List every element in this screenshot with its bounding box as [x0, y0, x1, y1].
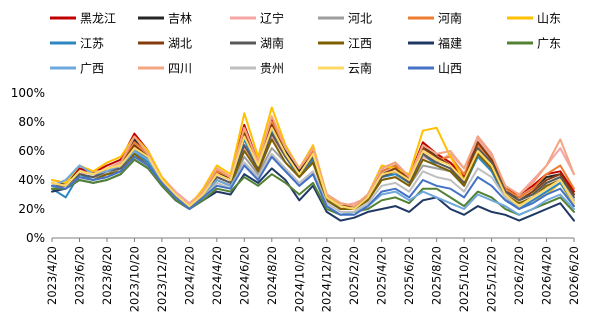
y-tick-label: 20%: [18, 202, 45, 216]
x-tick-label: 2025/6/20: [402, 246, 416, 305]
legend-label: 广东: [537, 37, 561, 51]
x-tick-label: 2025/2/20: [347, 246, 361, 305]
x-tick-label: 2025/4/20: [375, 246, 389, 305]
series-line: [51, 155, 575, 216]
y-tick-label: 60%: [18, 144, 45, 158]
x-tick-label: 2024/8/20: [265, 246, 279, 305]
legend-label: 黑龙江: [80, 12, 116, 26]
x-tick-label: 2024/6/20: [237, 246, 251, 305]
legend-label: 云南: [348, 61, 372, 76]
legend-label: 辽宁: [260, 11, 284, 26]
x-tick-label: 2025/10/20: [457, 246, 471, 312]
y-tick-label: 80%: [18, 115, 45, 129]
legend-label: 湖北: [168, 36, 192, 51]
series-line: [51, 115, 575, 208]
legend-label: 四川: [168, 62, 192, 76]
legend-label: 福建: [438, 36, 462, 51]
series-line: [51, 126, 575, 210]
legend-label: 湖南: [260, 36, 284, 51]
series-line: [51, 158, 575, 216]
legend-label: 吉林: [168, 12, 192, 26]
x-tick-label: 2024/10/20: [292, 246, 306, 312]
x-tick-label: 2026/6/20: [567, 246, 581, 305]
y-tick-label: 100%: [11, 86, 45, 100]
x-tick-label: 2024/12/20: [320, 246, 334, 312]
x-tick-label: 2023/12/20: [155, 246, 169, 312]
y-tick-label: 0%: [26, 231, 45, 245]
y-tick-label: 40%: [18, 173, 45, 187]
x-tick-label: 2026/2/20: [512, 246, 526, 305]
x-tick-label: 2023/10/20: [127, 246, 141, 312]
legend-label: 山东: [537, 12, 561, 26]
legend-label: 江西: [348, 37, 372, 51]
legend-label: 贵州: [260, 62, 284, 76]
legend-label: 河北: [348, 12, 372, 26]
x-tick-label: 2023/8/20: [100, 246, 114, 305]
axes: 0% 20% 40% 60% 80% 100% 2023/4/20 2023/6/20 2023…: [11, 86, 581, 312]
series-line: [51, 138, 575, 210]
legend-label: 河南: [438, 11, 462, 26]
x-tick-label: 2024/4/20: [210, 246, 224, 305]
series-lines: [51, 106, 575, 222]
x-tick-label: 2025/12/20: [485, 246, 499, 312]
x-tick-label: 2024/2/20: [182, 246, 196, 305]
x-tick-label: 2025/8/20: [430, 246, 444, 305]
legend-label: 山西: [438, 62, 462, 76]
x-tick-label: 2023/6/20: [72, 246, 86, 305]
x-tick-label: 2026/4/20: [540, 246, 554, 305]
legend-label: 江苏: [80, 37, 104, 51]
x-tick-label: 2023/4/20: [45, 246, 59, 305]
legend-label: 广西: [80, 62, 104, 76]
